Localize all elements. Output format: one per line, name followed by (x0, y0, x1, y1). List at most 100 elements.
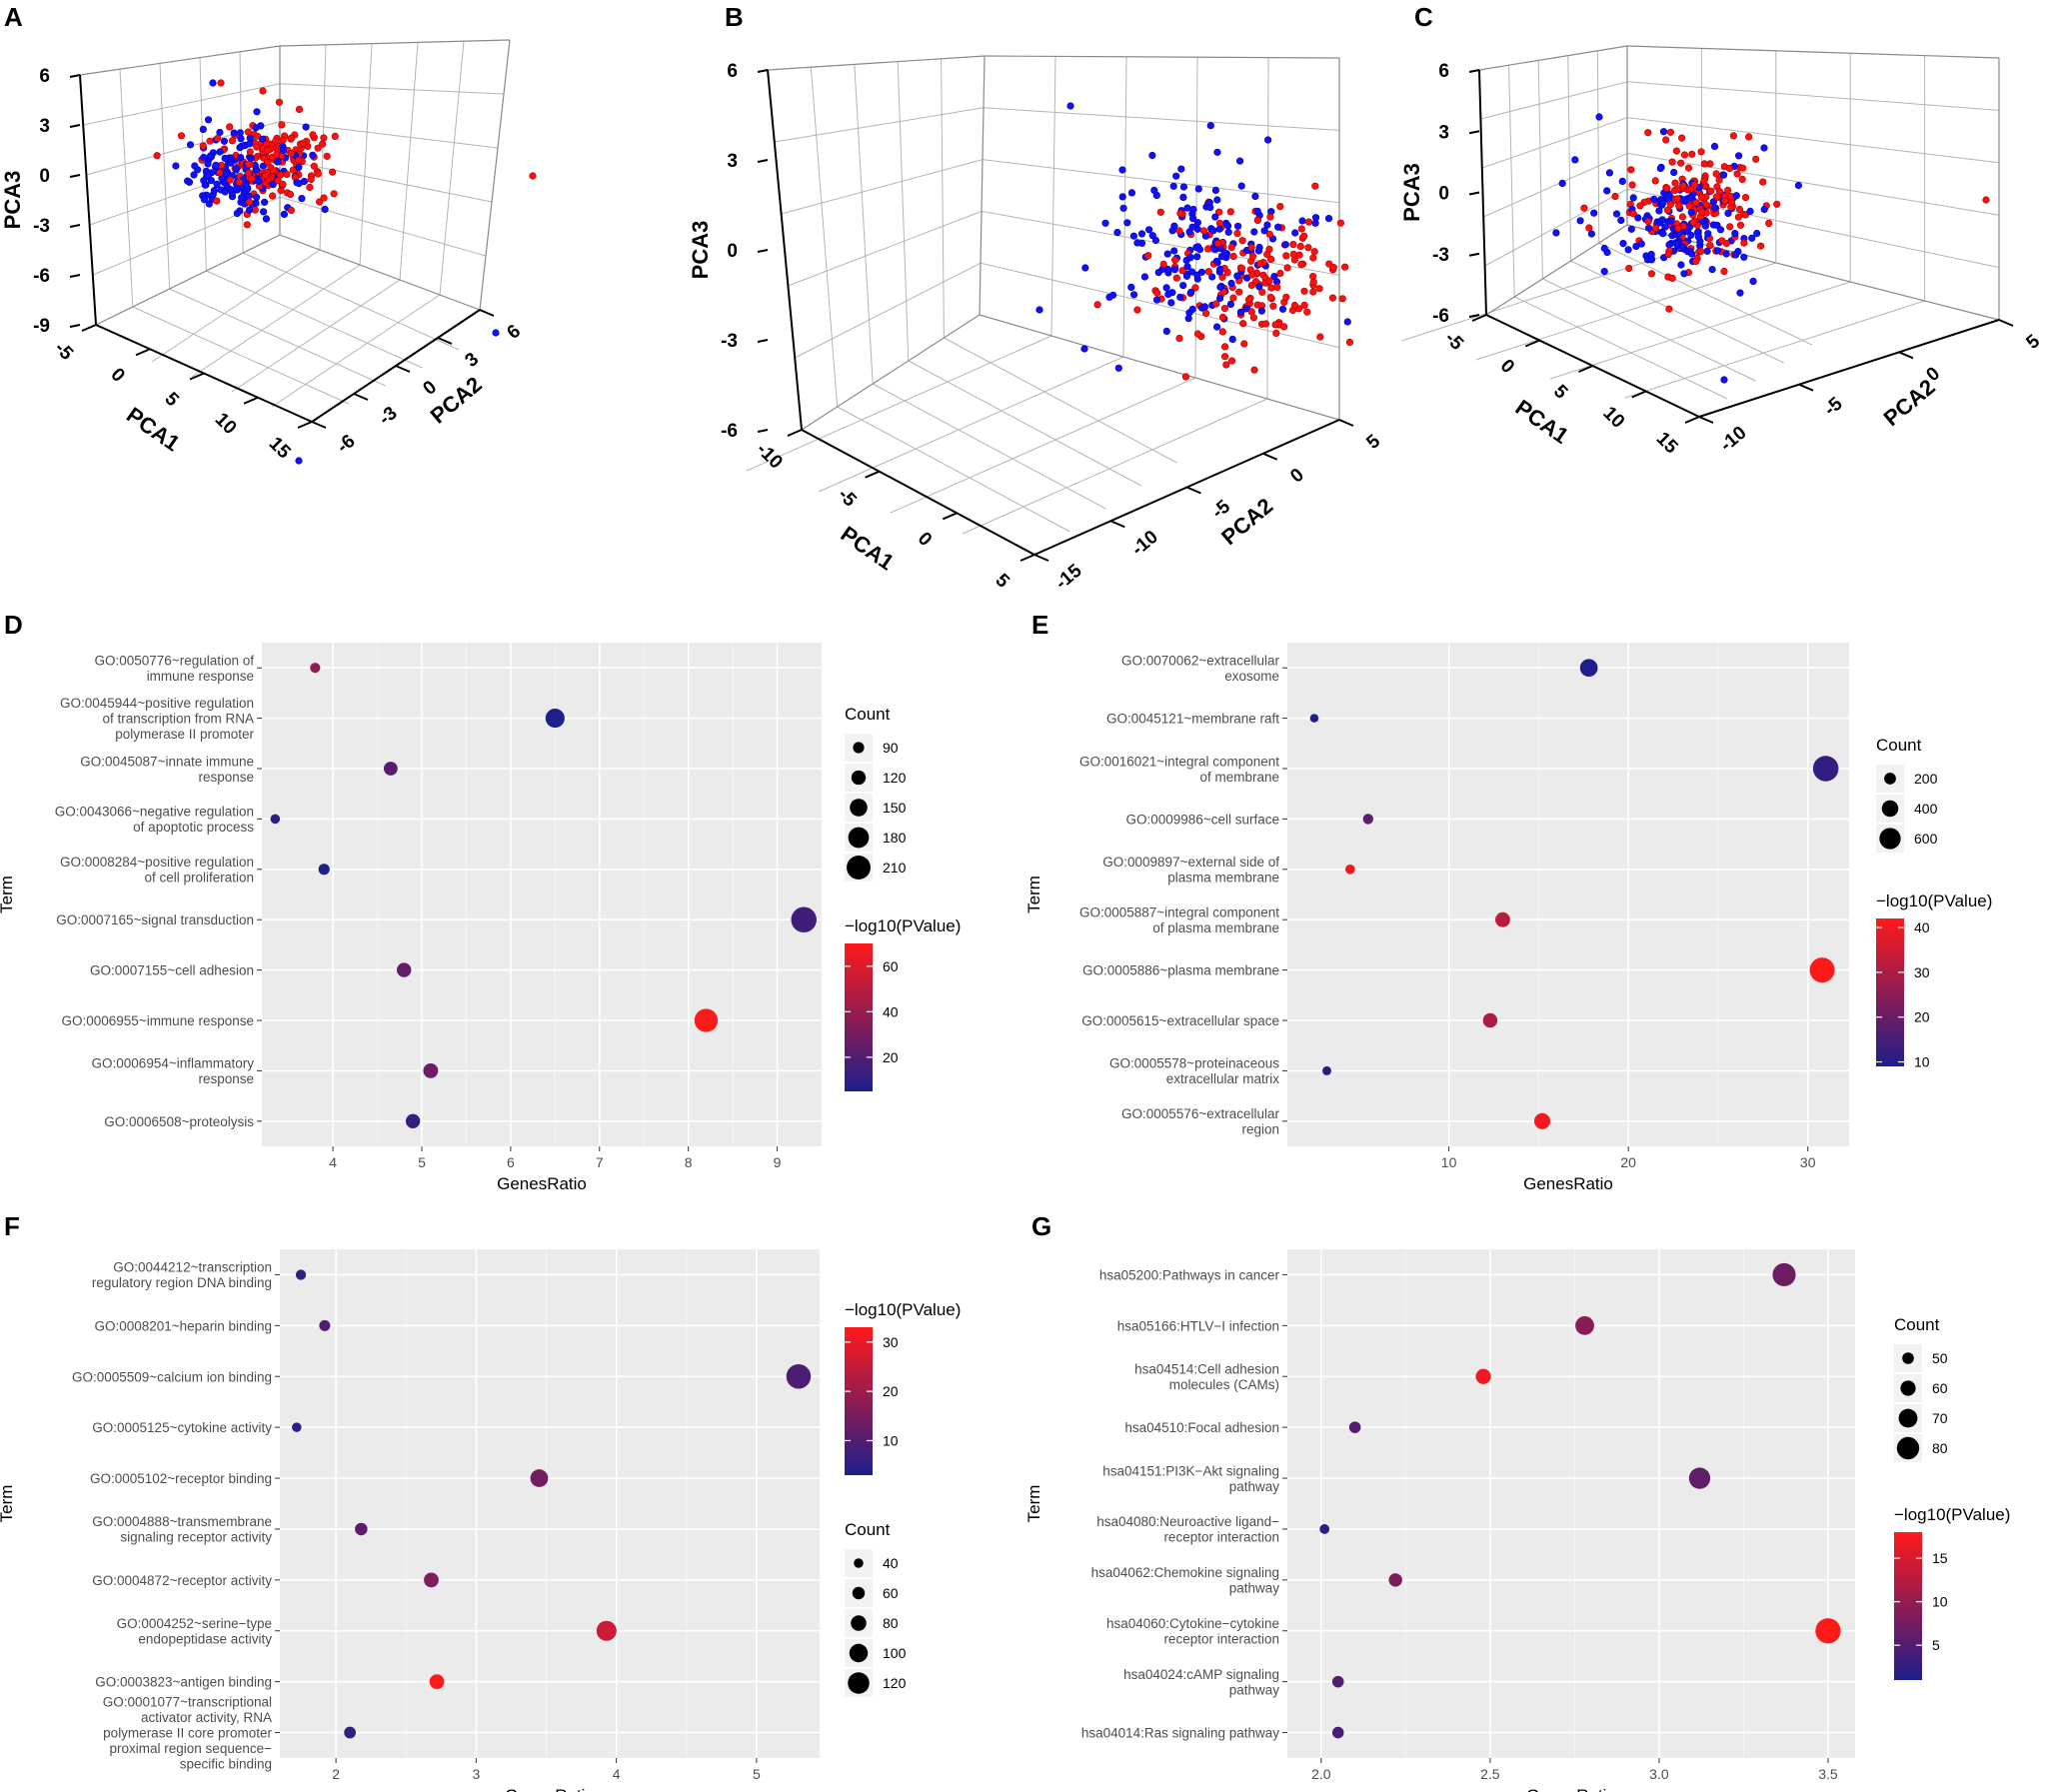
panel-letter: C (1414, 2, 1433, 32)
pca-point (1645, 224, 1653, 232)
count-legend-dot (1898, 1408, 1918, 1428)
pca-point (1668, 274, 1676, 283)
pca-point (1216, 283, 1224, 291)
pca-point (1324, 215, 1333, 223)
pca-point (1282, 252, 1290, 260)
term-label: activator activity, RNA (141, 1710, 272, 1725)
pca-point (1760, 205, 1768, 214)
pca-point (1316, 333, 1324, 341)
pca-point (1701, 222, 1710, 230)
pca-point (1670, 168, 1678, 177)
pca-point (1253, 207, 1261, 215)
term-label: hsa04514:Cell adhesion (1134, 1362, 1279, 1377)
pca-point (1159, 260, 1167, 269)
pca-point (1738, 175, 1746, 183)
bubble-point (1319, 1524, 1330, 1534)
pca-point (1170, 266, 1179, 274)
count-legend-dot (853, 742, 865, 754)
bubble-point (270, 814, 281, 825)
x-tick-label: 5 (753, 1766, 761, 1782)
pca-point (1178, 267, 1186, 275)
pca-point (1220, 343, 1229, 351)
y-tick-mark (1898, 351, 1914, 360)
pca-point (1276, 269, 1284, 278)
term-label: GO:0009986~cell surface (1126, 812, 1279, 827)
y-tick-mark (1109, 520, 1125, 529)
pca-point (1191, 284, 1199, 292)
wall-gridline (199, 57, 207, 272)
z-tick-label: 3 (1438, 122, 1449, 143)
pca-point (1170, 247, 1178, 255)
pca-point (1746, 207, 1754, 215)
pca-point (1188, 223, 1196, 231)
x-tick-label: 2 (332, 1766, 340, 1782)
z-tick-mark (69, 174, 81, 178)
term-label: receptor interaction (1163, 1632, 1279, 1647)
pca-point (1636, 202, 1644, 210)
pca-point (1736, 289, 1744, 297)
pca-point (1752, 155, 1760, 163)
pca-point (1208, 273, 1216, 281)
pca-point (252, 124, 260, 132)
pca-point (1233, 272, 1241, 280)
pca-point (1659, 128, 1668, 136)
pca-point (255, 177, 263, 185)
x-tick-mark (865, 470, 881, 479)
pca-point (331, 132, 339, 140)
bubble-point (1812, 756, 1839, 782)
pca-point (1282, 293, 1290, 301)
z-tick-label: 0 (39, 166, 50, 187)
pca-point (228, 137, 236, 145)
pca-point (1172, 274, 1180, 282)
pca-point (1130, 291, 1138, 299)
term-label: GO:0045121~membrane raft (1106, 712, 1279, 727)
wall-gridline (1508, 65, 1515, 298)
pca-point (1229, 294, 1237, 302)
pca-point (1175, 334, 1183, 343)
pca-point (1634, 214, 1642, 222)
pca-point (221, 154, 229, 162)
pca-point (1627, 225, 1635, 233)
x-tick-label: 3 (472, 1766, 480, 1782)
pca-point (1329, 264, 1337, 272)
count-legend-title: Count (1876, 736, 1922, 755)
term-label: hsa04080:Neuroactive ligand− (1096, 1514, 1279, 1529)
wall-gridline (1480, 81, 1628, 120)
x-tick-label: -10 (753, 439, 787, 473)
wall-gridline (1050, 56, 1056, 337)
pca-outlier-point (209, 79, 217, 87)
y-tick-label: 5 (1363, 431, 1385, 454)
wall-gridline (1626, 117, 2000, 164)
floor-gridline (1542, 278, 1756, 382)
pca-point (1193, 271, 1201, 279)
pca-point (1727, 198, 1736, 207)
pca-point (1118, 193, 1126, 201)
z-tick-mark (69, 274, 81, 278)
pca-point (289, 166, 297, 174)
term-label: GO:0070062~extracellular (1121, 653, 1279, 668)
term-label: response (198, 770, 254, 785)
pca-point (213, 197, 221, 205)
pca-point (1710, 142, 1719, 151)
term-label: GO:0043066~negative regulation (55, 805, 254, 820)
z-tick-label: 6 (727, 61, 738, 82)
pca-point (1677, 261, 1685, 269)
pca-point (1673, 240, 1681, 248)
wall-gridline (1626, 152, 2000, 216)
z-tick-label: 6 (1438, 61, 1449, 82)
count-legend-title: Count (1894, 1315, 1940, 1334)
pca-point (1735, 205, 1744, 214)
pca-point (314, 144, 322, 152)
pca-point (214, 134, 222, 142)
term-label: proximal region sequence− (110, 1741, 273, 1756)
pca-point (1265, 277, 1273, 285)
pvalue-legend-title: −log10(PValue) (1894, 1505, 2010, 1524)
pca-point (235, 178, 243, 186)
floor-gridline (1475, 262, 1776, 361)
floor-gridline (1550, 281, 1851, 380)
pca-point (1222, 361, 1230, 369)
floor-gridline (242, 252, 460, 351)
pca-point (1263, 250, 1271, 259)
